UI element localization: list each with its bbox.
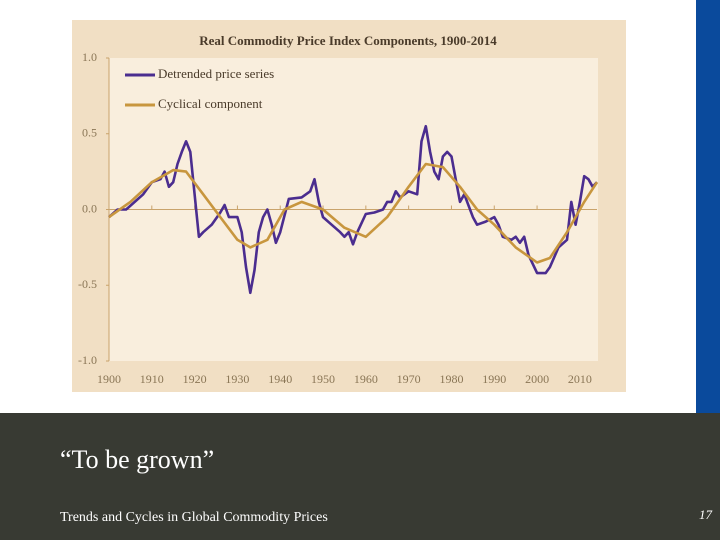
series-line (108, 162, 599, 264)
y-tick-label: -1.0 (78, 353, 97, 367)
x-tick-label: 1910 (140, 372, 164, 386)
legend-label: Detrended price series (158, 66, 274, 81)
caption: “To be grown” (60, 445, 214, 474)
x-tick-label: 1970 (397, 372, 421, 386)
x-tick-label: 1940 (268, 372, 292, 386)
y-tick-label: 1.0 (82, 50, 97, 64)
x-tick-label: 2000 (525, 372, 549, 386)
accent-bar (696, 0, 720, 413)
x-tick-label: 1900 (97, 372, 121, 386)
y-tick-label: -0.5 (78, 277, 97, 291)
y-tick-label: 0.0 (82, 201, 97, 215)
page-number: 17 (699, 507, 713, 522)
x-tick-label: 1990 (482, 372, 506, 386)
chart-title: Real Commodity Price Index Components, 1… (199, 33, 497, 48)
x-tick-label: 1920 (183, 372, 207, 386)
x-tick-label: 2010 (568, 372, 592, 386)
footer-text: Trends and Cycles in Global Commodity Pr… (60, 510, 328, 525)
x-tick-label: 1950 (311, 372, 335, 386)
x-tick-label: 1930 (225, 372, 249, 386)
x-tick-label: 1960 (354, 372, 378, 386)
y-tick-label: 0.5 (82, 126, 97, 140)
footer-band (0, 413, 720, 540)
legend-label: Cyclical component (158, 96, 263, 111)
x-tick-label: 1980 (439, 372, 463, 386)
